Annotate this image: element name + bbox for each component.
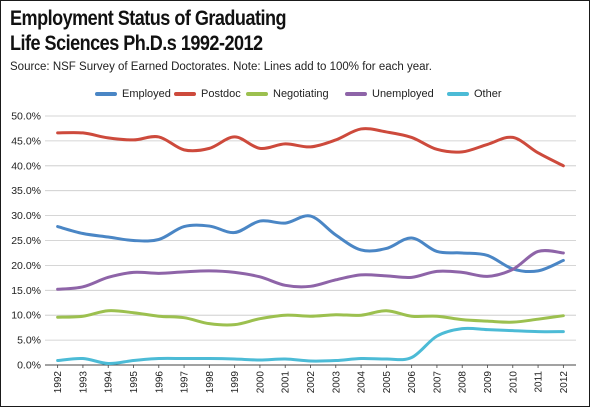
legend-swatch [447,92,469,96]
x-tick-label: 1996 [154,371,165,394]
chart-title-line2: Life Sciences Ph.D.s 1992-2012 [10,32,263,55]
y-tick-label: 20.0% [11,260,41,272]
x-tick-label: 2000 [255,371,266,394]
series-line-negotiating [56,309,565,327]
chart-title: Employment Status of Graduating Life Sci… [10,6,287,56]
y-tick-label: 45.0% [11,135,41,147]
y-tick-label: 10.0% [11,310,41,322]
chart-legend: Employed Postdoc Negotiating Unemployed Othe… [0,88,590,102]
x-tick-label: 2003 [331,371,342,394]
legend-label: Postdoc [201,88,241,100]
chart-title-line1: Employment Status of Graduating [10,7,287,30]
x-tick-label: 2009 [483,371,494,394]
x-tick-label: 2006 [407,371,418,394]
x-tick-label: 1997 [180,371,191,394]
x-tick-label: 1998 [205,371,216,394]
x-tick-label: 2004 [357,371,368,394]
legend-swatch [174,92,196,96]
y-tick-label: 50.0% [11,111,41,123]
legend-label: Employed [122,88,171,100]
legend-label: Other [474,88,502,100]
x-tick-label: 2001 [281,371,292,394]
legend-label: Unemployed [372,88,434,100]
x-tick-label: 1999 [230,371,241,394]
legend-label: Negotiating [273,88,329,100]
legend-item-negotiating: Negotiating [246,88,329,100]
x-tick-label: 1993 [78,371,89,394]
legend-swatch [246,92,268,96]
chart-source-note: Source: NSF Survey of Earned Doctorates.… [10,61,432,73]
x-tick-label: 2010 [508,371,519,394]
y-tick-label: 35.0% [11,185,41,197]
series-line-unemployed [56,249,565,291]
y-tick-label: 5.0% [17,335,41,347]
legend-item-other: Other [447,88,502,100]
series-line-employed [56,214,565,274]
x-tick-label: 2012 [559,371,570,394]
x-tick-label: 2011 [534,371,545,393]
x-tick-label: 2005 [382,371,393,394]
x-tick-label: 1995 [129,371,140,394]
x-tick-label: 1994 [104,371,115,394]
y-tick-label: 15.0% [11,285,41,297]
series-line-postdoc [56,127,565,168]
series-line-other [56,326,565,366]
y-tick-label: 0.0% [17,360,41,372]
x-tick-label: 1992 [53,371,64,394]
y-tick-label: 40.0% [11,160,41,172]
x-tick-label: 2007 [432,371,443,394]
y-tick-label: 25.0% [11,235,41,247]
y-tick-label: 30.0% [11,210,41,222]
x-tick-label: 2008 [458,371,469,394]
x-tick-label: 2002 [306,371,317,394]
legend-swatch [345,92,367,96]
legend-item-postdoc: Postdoc [174,88,241,100]
legend-item-employed: Employed [95,88,171,100]
legend-item-unemployed: Unemployed [345,88,434,100]
legend-swatch [95,92,117,96]
